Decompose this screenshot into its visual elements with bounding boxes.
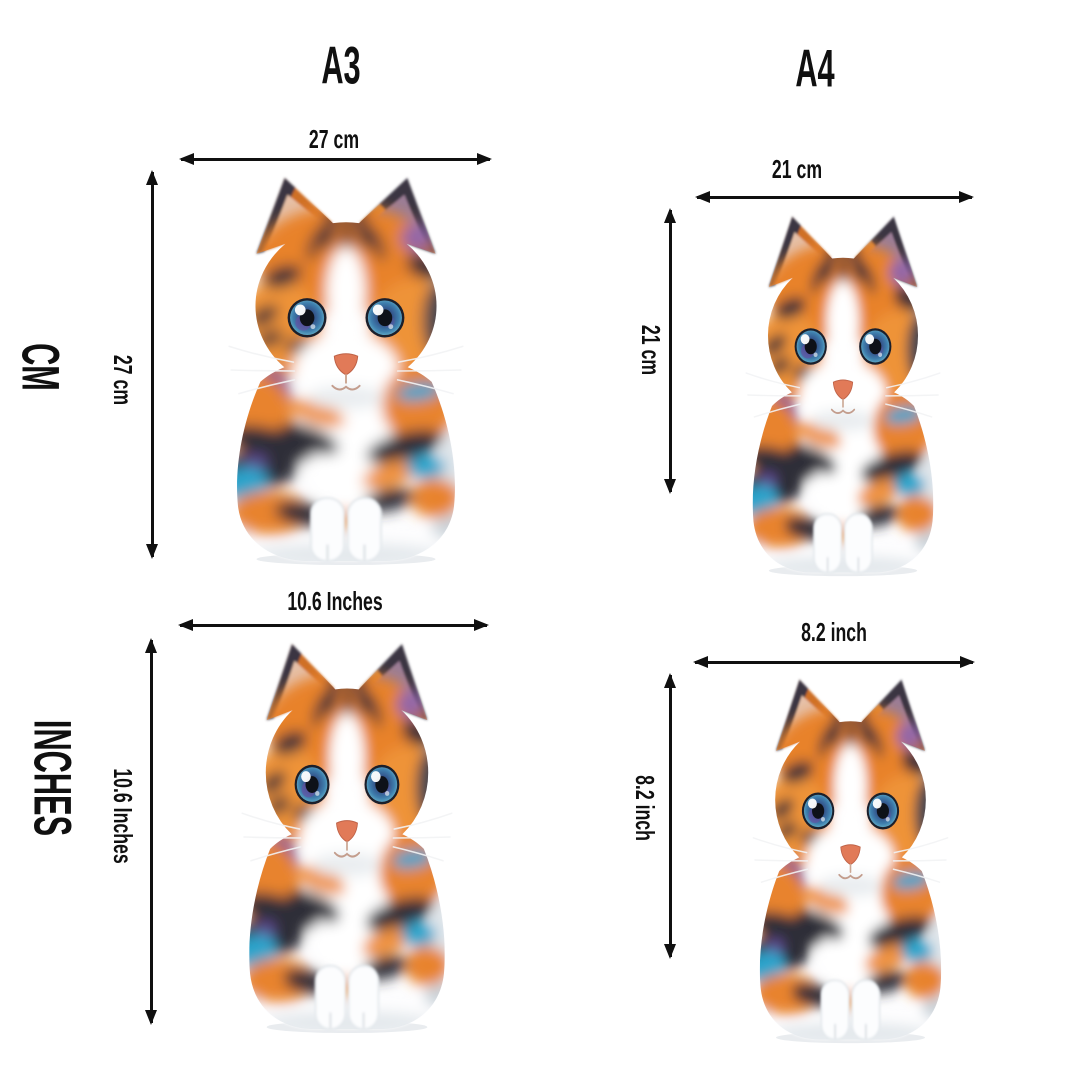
row-label-inches: INCHES [22,719,82,837]
width-label-a3-cm: 27 cm [308,124,360,154]
width-arrow-a4-cm [695,191,974,203]
height-label-a4-inches: 8.2 inch [630,775,660,841]
width-arrow-a3-cm [179,153,492,165]
height-label-a3-cm: 27 cm [108,354,138,406]
column-header-a3: A3 [321,36,361,96]
width-label-a3-inches: 10.6 Inches [287,586,383,616]
height-label-a3-inches: 10.6 Inches [108,768,138,864]
height-arrow-a3-cm [146,170,158,559]
column-header-a4: A4 [795,39,835,99]
row-label-cm: CM [10,343,70,391]
height-arrow-a4-cm [664,208,676,494]
cat-image-a4-inches [729,675,972,1045]
cat-image-a3-inches [216,639,478,1035]
cat-image-a4-cm [722,212,964,578]
width-label-a4-inches: 8.2 inch [801,617,867,647]
height-label-a4-cm: 21 cm [636,324,666,376]
cat-image-a3-cm [200,173,492,567]
width-label-a4-cm: 21 cm [771,154,823,184]
height-arrow-a3-inches [145,638,157,1025]
width-arrow-a3-inches [178,619,489,631]
height-arrow-a4-inches [664,673,676,959]
width-arrow-a4-inches [693,656,975,668]
